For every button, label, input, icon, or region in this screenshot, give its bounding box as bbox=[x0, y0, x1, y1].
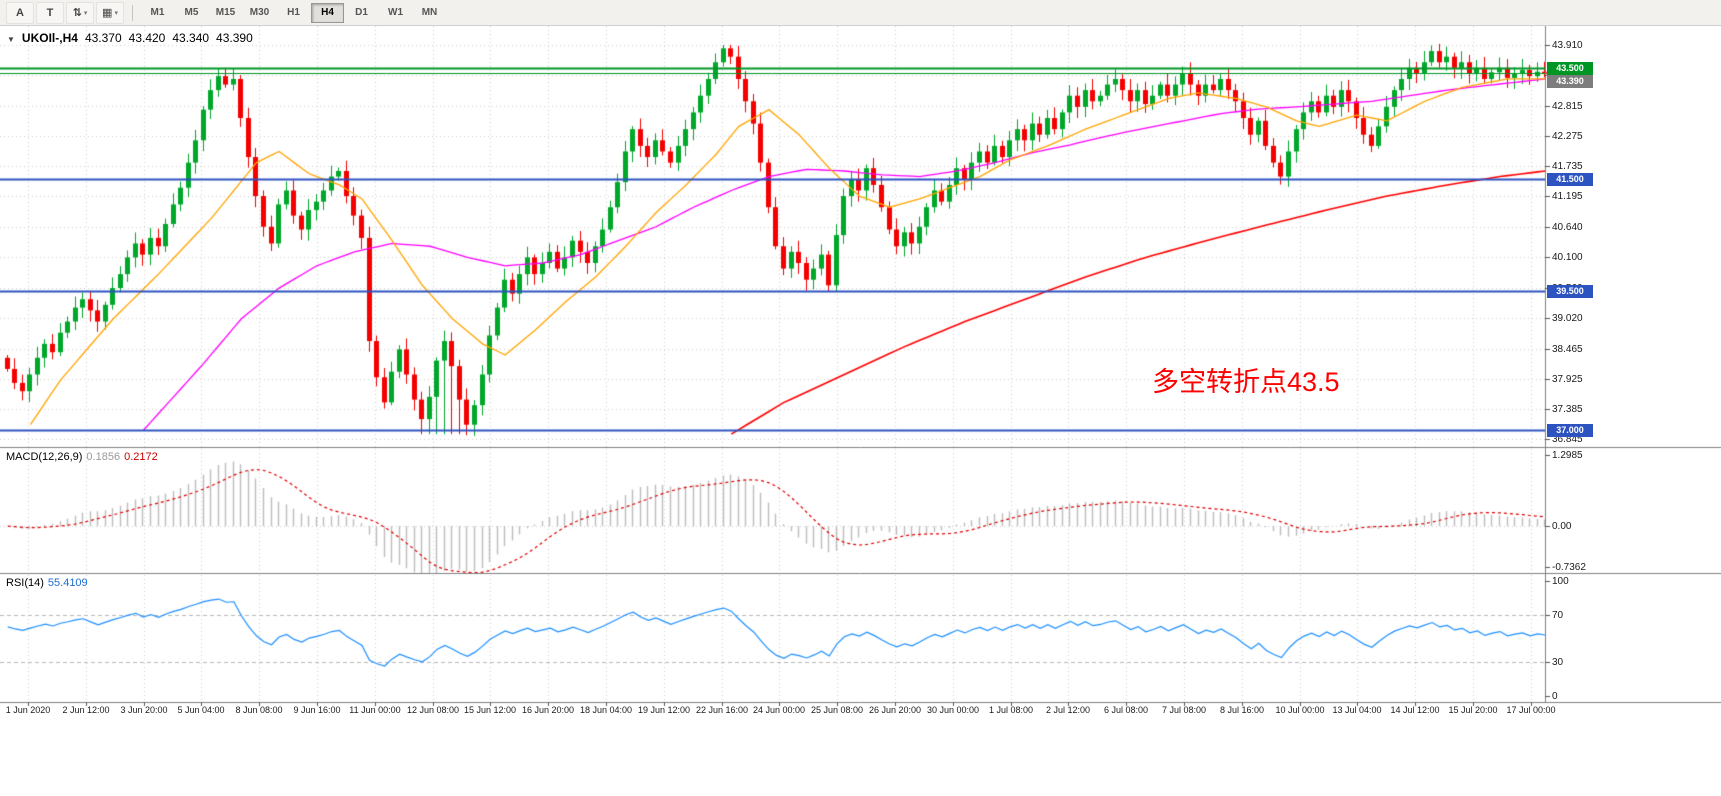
arrow-style-tool-button[interactable]: A bbox=[6, 1, 34, 24]
panel-splitter-rsi[interactable] bbox=[0, 571, 1721, 576]
toolbar-tools: A T ⇅ ▾ ▦ ▾ bbox=[6, 1, 124, 24]
ohlc-close: 43.390 bbox=[216, 31, 253, 45]
panel-splitter-macd[interactable] bbox=[0, 445, 1721, 450]
arrange-tool-button[interactable]: ⇅ ▾ bbox=[66, 1, 94, 24]
timeframe-m5-button[interactable]: M5 bbox=[184, 7, 199, 18]
chevron-down-icon: ▾ bbox=[83, 9, 88, 17]
chevron-down-icon: ▾ bbox=[114, 9, 118, 17]
macd-value-signal: 0.2172 bbox=[124, 451, 158, 463]
timeframe-m15-button[interactable]: M15 bbox=[215, 7, 236, 18]
timeframe-w1-button[interactable]: W1 bbox=[388, 7, 403, 18]
timeframe-toolbar: M1 M5 M15 M30 H1 H4 D1 W1 MN bbox=[141, 2, 446, 23]
templates-tool-button[interactable]: ▦ ▾ bbox=[96, 1, 124, 24]
toolbar-separator bbox=[132, 4, 133, 21]
ohlc-open: 43.370 bbox=[84, 31, 122, 45]
macd-indicator-label: MACD(12,26,9) 0.1856 0.2172 bbox=[6, 451, 158, 463]
toolbar: A T ⇅ ▾ ▦ ▾ M1 M5 M15 M30 H1 H4 D1 W1 MN bbox=[0, 0, 1721, 26]
rsi-value: 55.4109 bbox=[47, 577, 88, 589]
timeframe-h4-button[interactable]: H4 bbox=[311, 2, 344, 23]
text-tool-button[interactable]: T bbox=[36, 1, 64, 24]
collapse-arrow-icon[interactable]: ▼ bbox=[7, 35, 15, 44]
macd-value-main: 0.1856 bbox=[86, 451, 121, 463]
timeframe-m30-button[interactable]: M30 bbox=[249, 7, 270, 18]
symbol-period-label: UKOIl-,H4 bbox=[21, 31, 78, 45]
ohlc-high: 43.420 bbox=[128, 31, 166, 45]
timeframe-d1-button[interactable]: D1 bbox=[355, 7, 368, 18]
chart-annotation-text[interactable]: 多空转折点43.5 bbox=[1152, 367, 1340, 397]
chart-title: ▼ UKOIl-,H4 43.370 43.420 43.340 43.390 bbox=[7, 31, 253, 45]
macd-name: MACD(12,26,9) bbox=[6, 451, 83, 463]
rsi-name: RSI(14) bbox=[6, 577, 44, 589]
timeframe-mn-button[interactable]: MN bbox=[421, 7, 438, 18]
ohlc-low: 43.340 bbox=[172, 31, 210, 45]
timeframe-h1-button[interactable]: H1 bbox=[287, 7, 300, 18]
rsi-indicator-label: RSI(14) 55.4109 bbox=[6, 577, 88, 589]
timeframe-m1-button[interactable]: M1 bbox=[150, 7, 165, 18]
chart-area: ▼ UKOIl-,H4 43.370 43.420 43.340 43.390 … bbox=[0, 26, 1721, 796]
chart-canvas[interactable] bbox=[0, 26, 1721, 796]
